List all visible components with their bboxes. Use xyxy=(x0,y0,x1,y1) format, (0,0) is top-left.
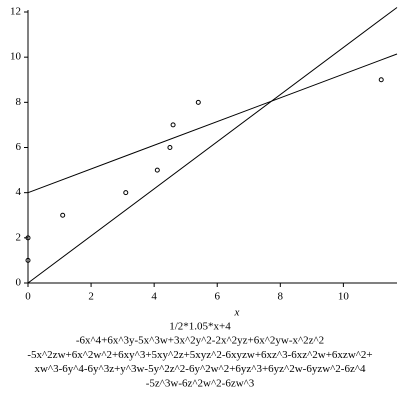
formula-line: -5z^3w-6z^2w^2-6zw^3 xyxy=(146,377,255,389)
formula-line: 1/2*1.05*x+4 xyxy=(169,321,231,333)
y-tick-label: 8 xyxy=(16,96,22,108)
y-tick-label: 0 xyxy=(16,277,22,289)
data-point xyxy=(60,212,66,218)
formula-line: -6x^4+6x^3y-5x^3w+3x^2y^2-2x^2yz+6x^2yw-… xyxy=(76,335,324,347)
x-tick-label: 10 xyxy=(338,291,350,303)
data-point xyxy=(25,257,31,263)
y-tick-label: 12 xyxy=(10,6,21,18)
y-tick-label: 6 xyxy=(16,141,22,153)
x-tick-label: 8 xyxy=(278,291,284,303)
x-tick-label: 0 xyxy=(25,291,31,303)
y-tick-label: 4 xyxy=(16,186,22,198)
data-point xyxy=(25,235,31,241)
formula-line: -5x^2zw+6x^2w^2+6xy^3+5xy^2z+5xyz^2-6xyz… xyxy=(27,349,372,361)
data-point xyxy=(154,167,160,173)
x-tick-label: 6 xyxy=(214,291,220,303)
data-point xyxy=(195,99,201,105)
data-point xyxy=(167,145,173,150)
data-point xyxy=(378,77,384,83)
y-tick-label: 10 xyxy=(10,51,22,63)
x-axis-label: x xyxy=(234,307,240,319)
data-point xyxy=(123,190,129,196)
line xyxy=(27,53,398,194)
x-tick-label: 2 xyxy=(88,291,94,303)
formula-line: xw^3-6y^4-6y^3z+y^3w-5y^2z^2-6y^2w^2+6yz… xyxy=(34,363,366,375)
line xyxy=(27,7,398,284)
data-point xyxy=(170,122,176,128)
x-tick-label: 4 xyxy=(151,291,157,303)
y-tick-label: 2 xyxy=(16,231,22,243)
